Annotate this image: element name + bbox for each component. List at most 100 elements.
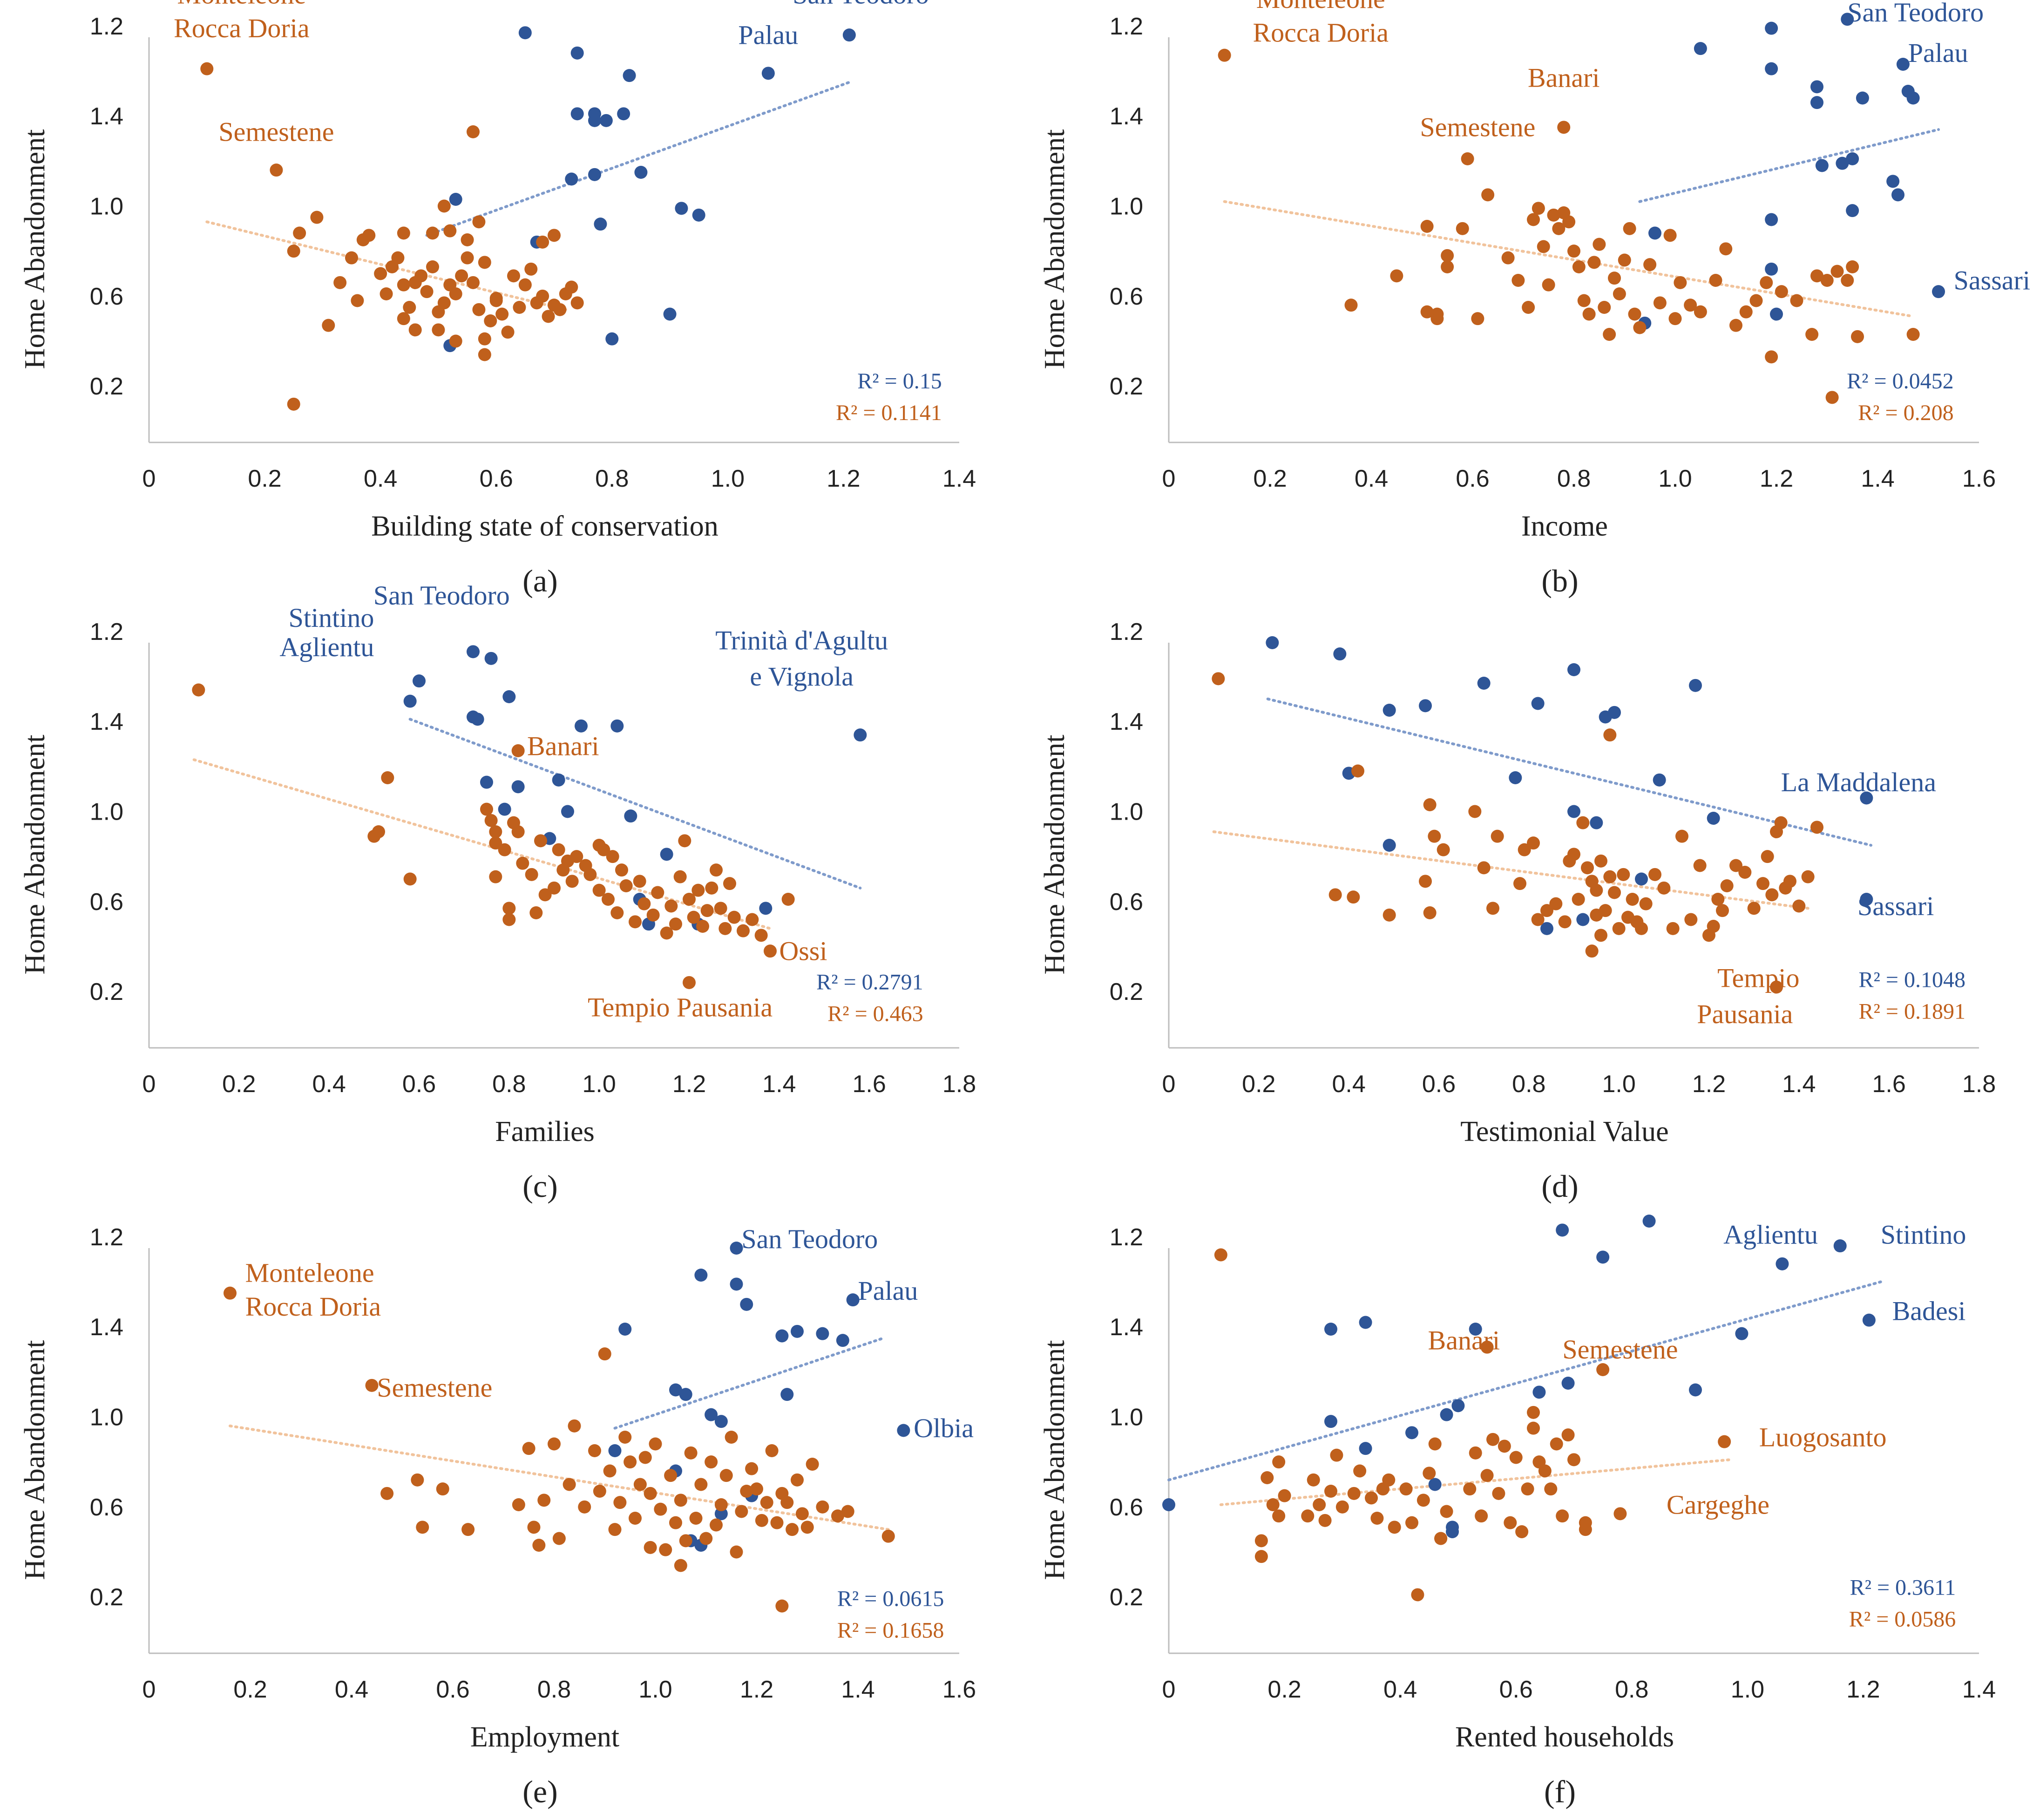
orange-data-point bbox=[718, 922, 732, 935]
orange-data-point bbox=[1347, 1487, 1361, 1500]
x-tick-label: 1.4 bbox=[1861, 465, 1894, 492]
orange-data-point bbox=[700, 904, 714, 917]
orange-data-point bbox=[1851, 330, 1864, 343]
y-tick-label: 1.2 bbox=[90, 618, 123, 645]
point-annotation: Banari bbox=[1528, 62, 1600, 93]
orange-data-point bbox=[192, 683, 205, 697]
orange-data-point bbox=[1423, 798, 1437, 811]
orange-data-point bbox=[1254, 1550, 1268, 1563]
blue-data-point bbox=[1642, 1215, 1656, 1228]
orange-data-point bbox=[1266, 1498, 1280, 1511]
orange-data-point bbox=[1301, 1509, 1315, 1523]
blue-data-point bbox=[1556, 1223, 1569, 1237]
orange-data-point bbox=[764, 944, 777, 958]
orange-data-point bbox=[414, 269, 428, 283]
orange-data-point bbox=[1486, 902, 1499, 915]
blue-data-point bbox=[692, 208, 705, 222]
orange-data-point bbox=[1390, 269, 1403, 283]
orange-data-point bbox=[1729, 859, 1742, 872]
orange-data-point bbox=[1783, 875, 1796, 888]
blue-data-point bbox=[791, 1324, 804, 1338]
panel-e: 0 0.2 0.4 0.6 0.8 1.0 1.2 1.4 1.6 0.2 0.6 1.0 1.4 1.2… bbox=[0, 1211, 1020, 1820]
blue-data-point bbox=[1324, 1415, 1337, 1428]
y-tick-label: 1.0 bbox=[90, 1404, 123, 1431]
point-annotation: Olbia bbox=[914, 1413, 974, 1443]
point-annotation: Ossi bbox=[779, 936, 827, 966]
blue-data-point bbox=[1509, 771, 1522, 784]
orange-data-point bbox=[455, 269, 468, 283]
orange-data-point bbox=[1469, 1446, 1482, 1460]
blue-data-point bbox=[502, 690, 516, 703]
x-tick-label: 1.0 bbox=[1658, 465, 1692, 492]
point-annotation: La Maddalena bbox=[1781, 767, 1936, 797]
blue-data-point bbox=[1648, 226, 1661, 240]
orange-data-point bbox=[1527, 1406, 1540, 1419]
orange-data-point bbox=[1347, 890, 1360, 904]
orange-data-point bbox=[1272, 1509, 1286, 1523]
orange-data-point bbox=[1461, 152, 1474, 165]
blue-data-point bbox=[498, 802, 511, 816]
orange-data-point bbox=[1747, 902, 1761, 915]
orange-data-point bbox=[1440, 1505, 1453, 1518]
blue-data-point bbox=[1440, 1408, 1453, 1421]
orange-data-point bbox=[754, 929, 768, 942]
orange-data-point bbox=[765, 1444, 779, 1457]
orange-data-point bbox=[362, 229, 376, 242]
orange-data-point bbox=[1608, 886, 1621, 899]
y-axis-title: Home Abandonment bbox=[1039, 1340, 1071, 1580]
blue-data-point bbox=[1860, 791, 1873, 805]
blue-data-point bbox=[1359, 1442, 1372, 1455]
blue-data-point bbox=[1735, 1327, 1749, 1340]
orange-data-point bbox=[293, 226, 306, 240]
blue-data-point bbox=[1608, 706, 1621, 719]
orange-data-point bbox=[624, 1455, 637, 1469]
orange-data-point bbox=[1596, 1363, 1610, 1376]
orange-data-point bbox=[1666, 922, 1680, 935]
y-tick-label: 1.4 bbox=[90, 103, 123, 130]
y-axis-title: Home Abandonment bbox=[19, 129, 51, 369]
orange-data-point bbox=[426, 226, 439, 240]
orange-data-point bbox=[694, 1478, 708, 1491]
orange-data-point bbox=[489, 294, 503, 307]
point-annotation: Monteleone bbox=[1256, 0, 1385, 14]
point-annotation: Cargeghe bbox=[1667, 1489, 1769, 1520]
orange-data-point bbox=[489, 825, 502, 838]
orange-data-point bbox=[1594, 929, 1607, 942]
y-axis-title: Home Abandonment bbox=[19, 1340, 51, 1580]
chart-svg: 0 0.2 0.4 0.6 0.8 1.0 1.2 1.4 1.6 0.2 0.6 1.0 1.4 1.2… bbox=[19, 1224, 976, 1809]
orange-data-point bbox=[397, 226, 410, 240]
y-tick-label: 0.2 bbox=[1110, 373, 1143, 400]
orange-data-point bbox=[633, 875, 646, 888]
orange-data-point bbox=[1765, 350, 1778, 364]
y-tick-label: 0.6 bbox=[90, 283, 123, 310]
orange-data-point bbox=[495, 307, 509, 321]
orange-data-point bbox=[1416, 1494, 1430, 1507]
orange-data-point bbox=[1633, 321, 1647, 334]
blue-data-point bbox=[1451, 1399, 1465, 1413]
x-tick-label: 0 bbox=[1162, 465, 1176, 492]
blue-data-point bbox=[780, 1388, 794, 1401]
orange-data-point bbox=[1437, 843, 1450, 856]
blue-data-point bbox=[1266, 636, 1279, 649]
point-annotation: e Vignola bbox=[750, 661, 854, 692]
blue-data-point bbox=[1856, 91, 1869, 105]
orange-data-point bbox=[351, 294, 364, 307]
orange-data-point bbox=[532, 1539, 546, 1552]
blue-data-point bbox=[663, 307, 677, 321]
x-tick-label: 0.2 bbox=[1242, 1071, 1275, 1098]
blue-data-point bbox=[1532, 1385, 1546, 1399]
orange-data-point bbox=[1775, 285, 1788, 299]
orange-data-point bbox=[610, 906, 624, 919]
blue-data-point bbox=[740, 1297, 753, 1311]
orange-data-point bbox=[1477, 861, 1491, 875]
blue-data-point bbox=[588, 114, 601, 127]
orange-data-point bbox=[1501, 251, 1515, 265]
blue-data-point bbox=[836, 1334, 849, 1347]
point-annotation: Aglientu bbox=[1723, 1219, 1818, 1250]
orange-data-point bbox=[881, 1529, 895, 1543]
orange-data-point bbox=[518, 278, 532, 292]
blue-data-point bbox=[1324, 1323, 1337, 1336]
orange-data-point bbox=[1603, 328, 1616, 341]
orange-data-point bbox=[781, 893, 795, 906]
orange-data-point bbox=[1587, 256, 1601, 269]
